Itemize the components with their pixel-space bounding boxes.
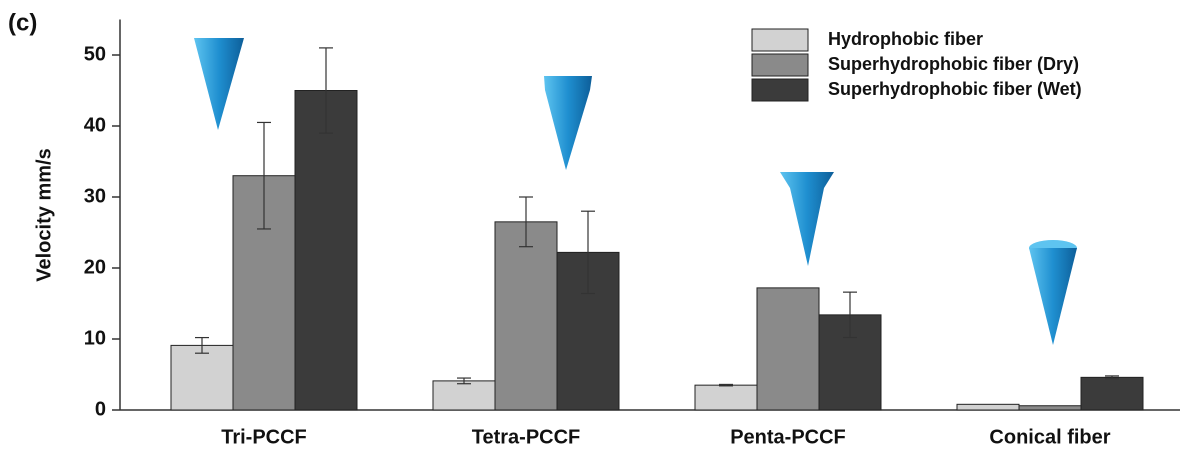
bar <box>957 404 1019 410</box>
panel-label: (c) <box>8 9 37 36</box>
legend-swatch <box>752 54 808 76</box>
y-tick-label: 30 <box>84 185 106 207</box>
bar <box>171 345 233 410</box>
legend-swatch <box>752 29 808 51</box>
y-tick-label: 10 <box>84 327 106 349</box>
legend-label: Hydrophobic fiber <box>828 29 983 49</box>
y-tick-label: 40 <box>84 114 106 136</box>
x-tick-label: Penta-PCCF <box>730 426 846 448</box>
y-tick-label: 50 <box>84 43 106 65</box>
bar <box>1019 406 1081 410</box>
bar <box>1081 377 1143 410</box>
bar <box>433 381 495 410</box>
y-tick-label: 0 <box>95 398 106 420</box>
y-tick-label: 20 <box>84 256 106 278</box>
bar <box>695 385 757 410</box>
legend-swatch <box>752 79 808 101</box>
bar <box>757 288 819 410</box>
legend-label: Superhydrophobic fiber (Dry) <box>828 54 1079 74</box>
y-axis-label: Velocity mm/s <box>33 148 55 281</box>
legend-label: Superhydrophobic fiber (Wet) <box>828 79 1082 99</box>
x-tick-label: Tri-PCCF <box>221 426 307 448</box>
x-tick-label: Tetra-PCCF <box>472 426 581 448</box>
bar <box>295 91 357 411</box>
chart: (c) Velocity mm/s 0 10 20 30 40 50 Tri-PCCF Tet… <box>0 0 1186 450</box>
x-tick-label: Conical fiber <box>989 426 1110 448</box>
bar <box>495 222 557 410</box>
